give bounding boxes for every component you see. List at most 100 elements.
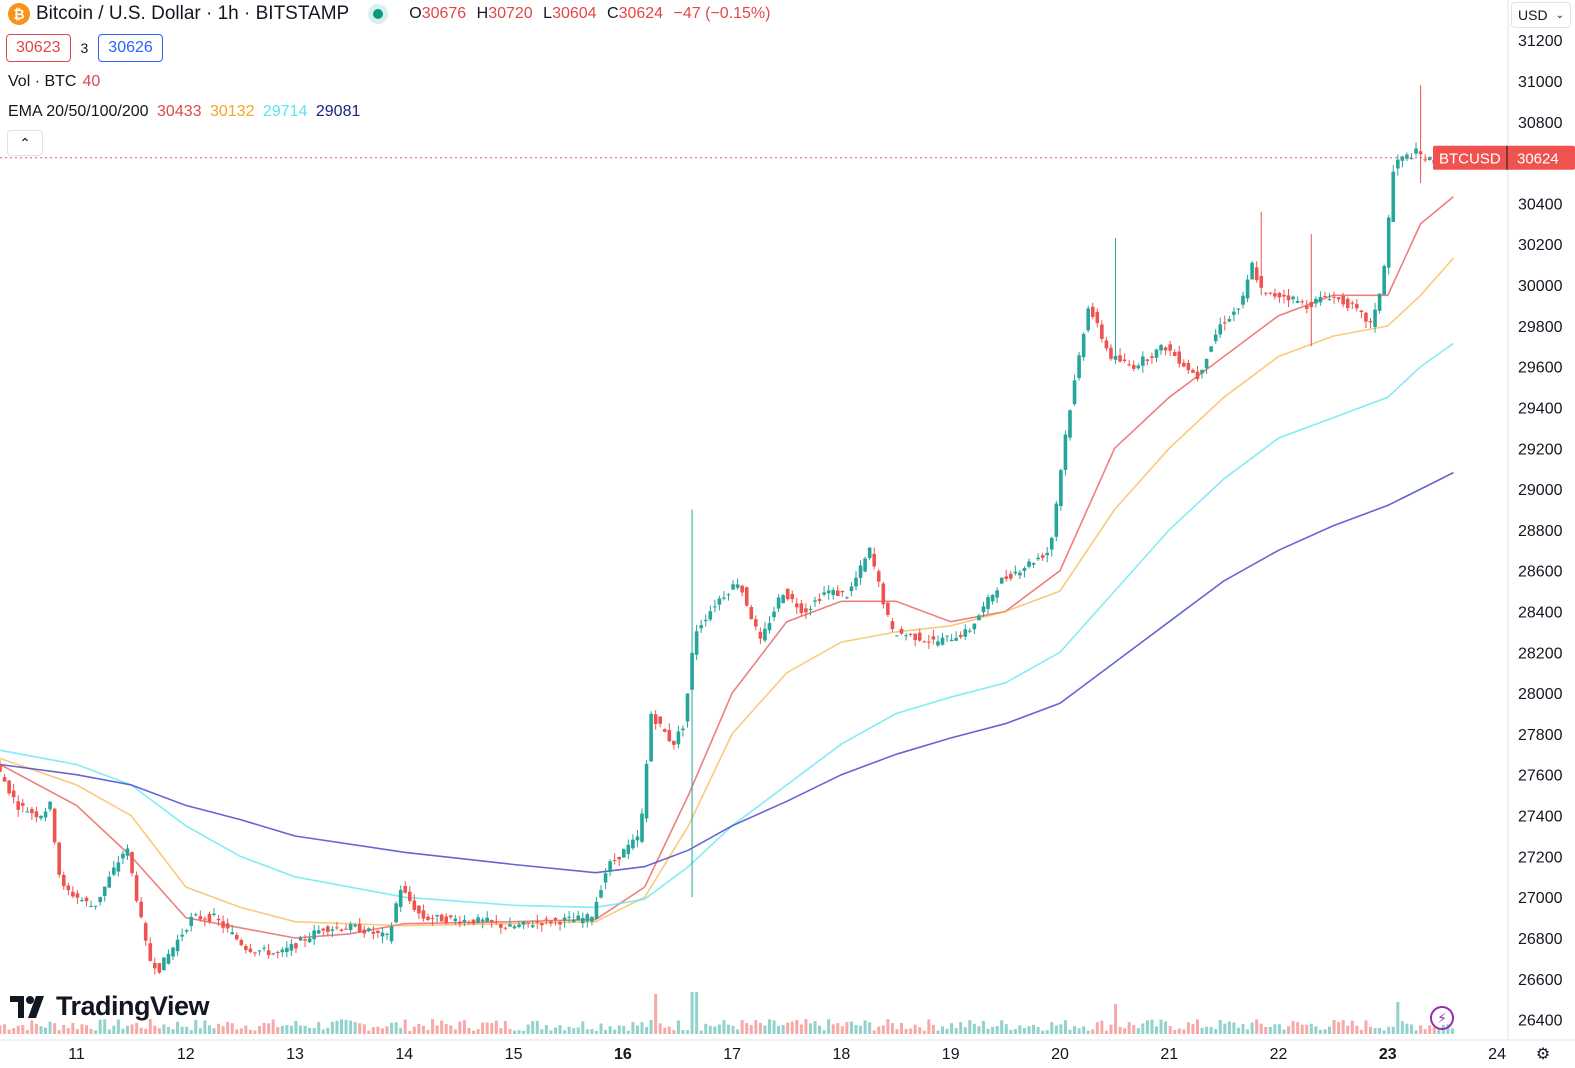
volume-bar: [1109, 1024, 1113, 1034]
volume-bar: [3, 1024, 7, 1034]
candle-body: [936, 641, 940, 646]
y-tick-label: 30000: [1518, 278, 1563, 295]
candle-body: [98, 896, 102, 903]
sell-button[interactable]: 30623: [6, 34, 71, 62]
volume-bar: [98, 1019, 102, 1034]
volume-bar: [1186, 1022, 1190, 1034]
volume-bar: [7, 1029, 11, 1034]
candle-body: [767, 623, 772, 631]
candle-body: [508, 924, 512, 927]
volume-bar: [12, 1028, 16, 1034]
ema50-value: 30132: [209, 103, 255, 120]
currency-selector[interactable]: USD ⌄: [1511, 2, 1571, 28]
collapse-legend-button[interactable]: ⌃: [7, 130, 43, 156]
candle-body: [790, 594, 795, 600]
candle-body: [676, 731, 681, 745]
volume-bar: [1141, 1023, 1145, 1034]
candle-body: [1077, 355, 1081, 379]
candle-body: [776, 597, 781, 609]
volume-bar: [913, 1024, 917, 1034]
volume-legend[interactable]: Vol · BTC 40: [8, 73, 100, 91]
volume-bar: [991, 1026, 995, 1034]
volume-bar: [995, 1025, 999, 1034]
candle-body: [121, 853, 125, 859]
volume-bar: [431, 1019, 435, 1034]
candle-body: [1040, 555, 1045, 558]
candle-body: [380, 932, 385, 937]
volume-bar: [781, 1025, 785, 1034]
candle-body: [125, 848, 130, 856]
volume-bar: [1277, 1024, 1281, 1034]
candle-body: [1063, 434, 1068, 470]
volume-bar: [1250, 1022, 1254, 1034]
volume-bar: [1264, 1026, 1268, 1034]
candle-body: [1327, 299, 1332, 301]
symbol-title[interactable]: Bitcoin / U.S. Dollar · 1h · BITSTAMP: [36, 3, 350, 24]
volume-bar: [1063, 1020, 1067, 1034]
volume-bar: [166, 1027, 170, 1034]
volume-bar: [1378, 1028, 1382, 1034]
volume-bar: [558, 1025, 562, 1034]
volume-bar: [412, 1026, 416, 1034]
volume-bar: [831, 1024, 835, 1034]
x-tick-label: 24: [1488, 1046, 1506, 1063]
candle-body: [931, 636, 936, 640]
volume-bar: [312, 1028, 316, 1034]
volume-bar: [808, 1023, 812, 1034]
volume-bar: [931, 1024, 935, 1034]
candle-body: [339, 929, 344, 931]
volume-bar: [795, 1020, 799, 1034]
volume-bar: [704, 1023, 708, 1034]
volume-bar: [458, 1021, 462, 1034]
low-label: L: [543, 5, 553, 22]
candle-body: [1245, 279, 1250, 299]
volume-bar: [604, 1029, 608, 1034]
volume-bar: [490, 1023, 494, 1034]
candle-body: [895, 635, 899, 637]
candle-body: [11, 790, 16, 798]
volume-bar: [900, 1022, 904, 1034]
candle-body: [116, 862, 121, 872]
candle-body: [904, 635, 908, 637]
volume-bar: [631, 1021, 635, 1034]
candle-body: [93, 905, 98, 907]
volume-bar: [727, 1024, 731, 1034]
candle-body: [280, 949, 285, 953]
volume-bar: [1387, 1026, 1391, 1034]
volume-bar: [877, 1026, 881, 1034]
lightning-icon[interactable]: ⚡: [1430, 1006, 1454, 1030]
candle-body: [1323, 296, 1327, 298]
buy-button[interactable]: 30626: [98, 34, 163, 62]
volume-bar: [367, 1030, 371, 1034]
candle-body: [89, 906, 93, 908]
volume-bar: [1200, 1027, 1204, 1034]
candle-body: [1259, 276, 1264, 288]
volume-bar: [740, 1020, 744, 1034]
legend-title-row: ₿ Bitcoin / U.S. Dollar · 1h · BITSTAMP …: [8, 3, 776, 25]
candle-body: [1013, 571, 1018, 574]
volume-bar: [1177, 1028, 1181, 1034]
x-tick-label: 20: [1051, 1046, 1069, 1063]
candle-body: [822, 592, 826, 595]
volume-bar: [1227, 1021, 1231, 1034]
candle-body: [1405, 154, 1409, 159]
candle-body: [503, 927, 508, 929]
y-tick-label: 29000: [1518, 482, 1563, 499]
candle-body: [876, 571, 881, 582]
candle-body: [608, 861, 612, 872]
volume-bar: [1114, 1004, 1118, 1034]
market-status-icon[interactable]: [373, 9, 384, 19]
volume-bar: [1450, 1028, 1454, 1034]
y-tick-label: 30800: [1518, 115, 1563, 132]
y-tick-label: 27400: [1518, 809, 1563, 826]
ema-legend[interactable]: EMA 20/50/100/200 30433 30132 29714 2908…: [8, 103, 364, 121]
candle-body: [1081, 334, 1086, 358]
volume-bar: [449, 1025, 453, 1034]
gear-icon[interactable]: ⚙: [1535, 1046, 1551, 1063]
volume-bar: [276, 1027, 280, 1034]
candle-body: [166, 953, 171, 964]
volume-bar: [1241, 1023, 1245, 1034]
candle-body: [1195, 371, 1200, 380]
volume-bar: [1154, 1026, 1158, 1034]
